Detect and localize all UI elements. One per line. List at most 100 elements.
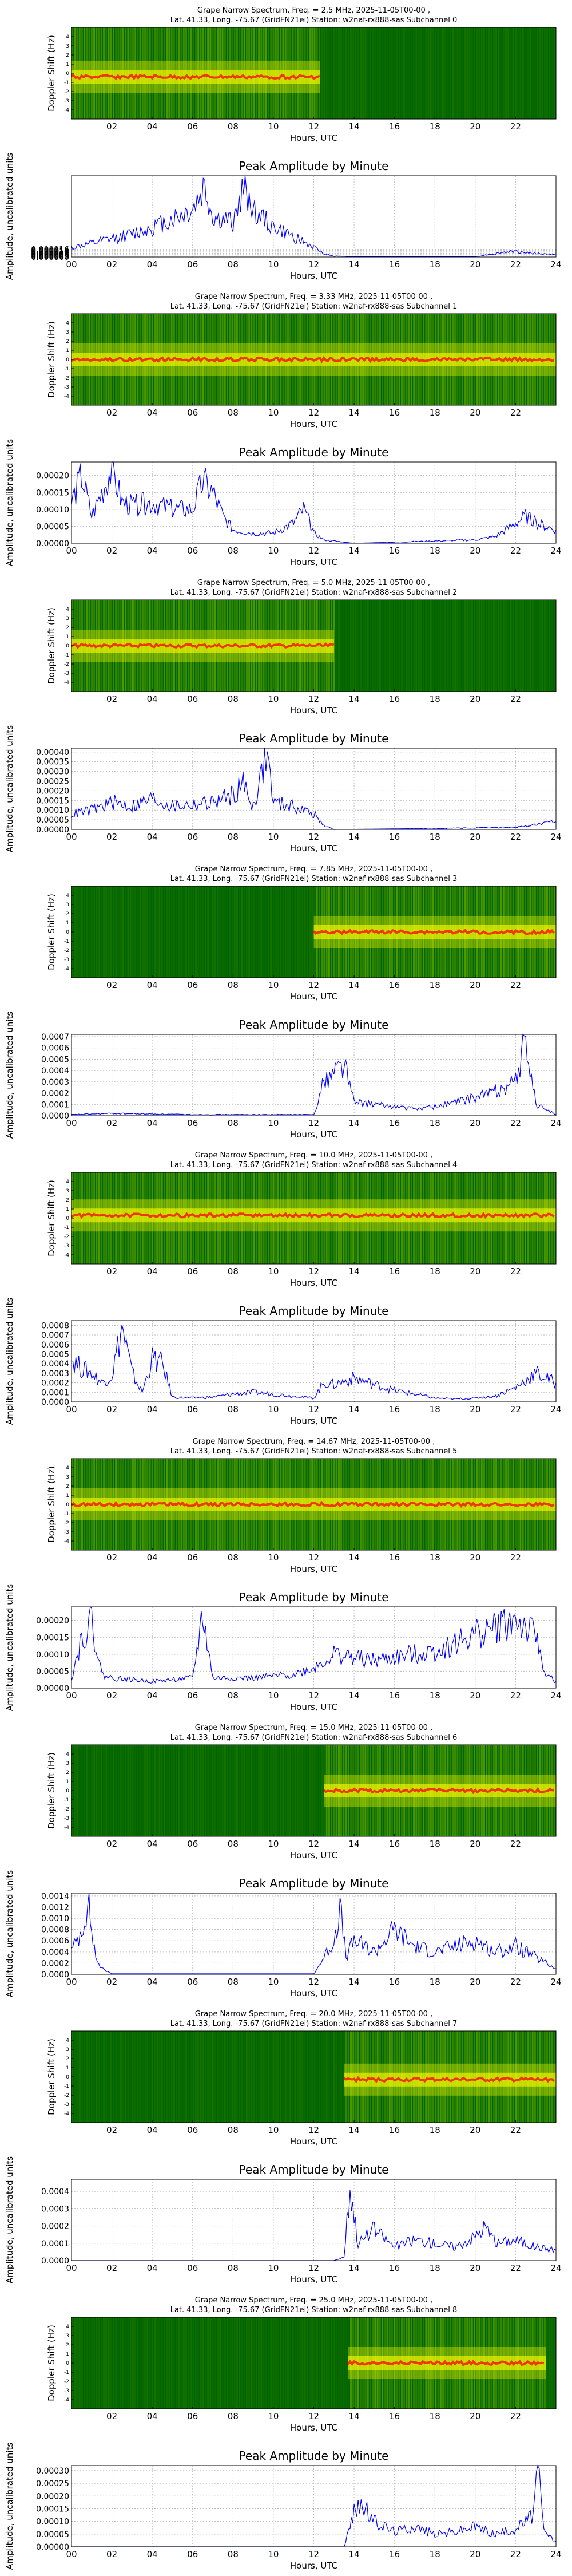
y-tick-label: 0.00025 [36,2479,69,2488]
amplitude-panel: Peak Amplitude by Minute 00 02 04 06 08 10 12 14… [5,1012,562,1140]
spectrogram-column [132,2031,134,2123]
spectrogram-column [202,1745,204,1836]
spectrogram-column [486,600,488,692]
spectrogram-column [224,1745,226,1836]
spectrogram-column [359,600,362,692]
x-tick-label: 14 [349,408,360,418]
y-tick-label: 0.00010 [36,1650,69,1660]
spectrogram-column [275,886,277,978]
x-tick-label: 22 [510,121,521,132]
spectrogram-column [200,886,202,978]
spectrogram-column [534,600,536,692]
spectrogram-column [231,886,233,978]
spectrogram-column [265,1745,267,1836]
spectrogram-column [170,1745,173,1836]
chart-subtitle: Lat. 41.33, Long. -75.67 (GridFN21ei) St… [170,1161,458,1170]
x-tick-label: 12 [308,408,319,418]
x-tick-label: 14 [349,2263,360,2273]
spectrogram-column [337,2031,340,2123]
spectrogram-column [287,886,289,978]
y-tick-label: 0 [66,1788,69,1794]
spectrogram-column [117,2317,120,2409]
spectrogram-column [323,2317,325,2409]
x-axis-label: Hours, UTC [290,1988,337,1998]
x-tick-label: 24 [550,1404,561,1415]
chart-title: Peak Amplitude by Minute [239,1304,389,1318]
x-axis-label: Hours, UTC [290,1702,337,1712]
y-tick-label: 0.0004 [41,2187,69,2196]
x-tick-label: 10 [268,832,279,842]
x-tick-label: 24 [550,1118,561,1128]
x-tick-label: 02 [106,1690,117,1701]
spectrogram-column [151,886,153,978]
spectrogram-column [110,2031,112,2123]
spectrogram-column [127,1745,129,1836]
spectrogram-column [137,2317,139,2409]
spectrogram-column [117,1745,120,1836]
spectrogram-column [486,27,488,119]
spectrogram-column [316,2031,318,2123]
spectrogram-column [229,886,231,978]
x-axis-label: Hours, UTC [290,557,337,567]
spectrogram-column [265,2317,267,2409]
y-axis-label: Doppler Shift (Hz) [46,1466,57,1543]
doppler-ridge [71,355,555,364]
spectrogram-column [415,27,418,119]
amplitude-panel: Peak Amplitude by Minute 00 02 04 06 08 10 12 14… [5,153,562,281]
spectrogram-column [221,2031,224,2123]
x-tick-label: 04 [147,1690,158,1701]
x-tick-label: 16 [389,121,400,132]
x-tick-label: 02 [106,2125,117,2135]
chart-subtitle: Lat. 41.33, Long. -75.67 (GridFN21ei) St… [170,875,458,883]
spectrogram-column [163,1745,165,1836]
spectrogram-column [255,1745,257,1836]
x-tick-label: 10 [268,121,279,132]
spectrogram-column [549,600,551,692]
spectrogram-column [105,2317,108,2409]
chart-title: Peak Amplitude by Minute [239,2163,389,2176]
spectrogram-panel: Grape Narrow Spectrum, Freq. = 14.67 MHz… [46,1437,557,1574]
spectrogram-column [182,2031,185,2123]
spectrogram-column [490,600,492,692]
spectrogram-column [188,2317,190,2409]
spectrogram-column [337,2317,340,2409]
spectrogram-column [229,2031,231,2123]
spectrogram-column [90,886,93,978]
x-tick-label: 18 [430,1266,440,1277]
x-tick-label: 00 [66,2549,77,2559]
x-tick-label: 10 [268,259,279,270]
x-tick-label: 22 [510,1404,521,1415]
spectrogram-column [435,27,437,119]
x-tick-label: 10 [268,1266,279,1277]
spectrogram-column [537,600,539,692]
spectrogram-column [185,886,188,978]
spectrogram-column [243,2031,245,2123]
x-tick-label: 18 [430,832,440,842]
x-tick-label: 02 [106,2263,117,2273]
spectrogram-column [492,27,495,119]
spectrogram-column [471,600,473,692]
spectrogram-column [178,2317,180,2409]
spectrogram-column [96,1745,98,1836]
spectrogram-column [134,2317,137,2409]
x-tick-label: 22 [510,2549,521,2559]
spectrogram-column [313,2317,316,2409]
spectrogram-column [304,2317,306,2409]
spectrogram-column [166,2031,168,2123]
spectrogram-column [236,1745,238,1836]
spectrogram-column [188,886,190,978]
spectrogram-column [197,2317,200,2409]
x-axis-label: Hours, UTC [290,1129,337,1140]
spectrogram-column [483,27,485,119]
amplitude-series-line [71,1325,557,1400]
spectrogram-column [340,2317,343,2409]
spectrogram-column [309,886,311,978]
y-tick-label: -4 [64,108,69,113]
x-tick-label: 06 [187,694,198,704]
spectrogram-column [502,600,505,692]
spectrogram-column [410,27,412,119]
spectrogram-column [241,2031,243,2123]
spectrogram-column [495,27,498,119]
spectrogram-column [76,2031,78,2123]
x-tick-label: 18 [430,1690,440,1701]
